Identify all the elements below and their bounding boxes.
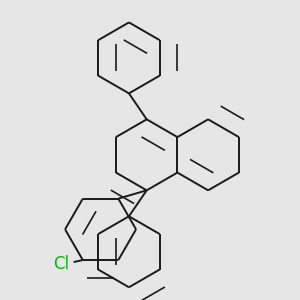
Text: Cl: Cl (53, 255, 69, 273)
